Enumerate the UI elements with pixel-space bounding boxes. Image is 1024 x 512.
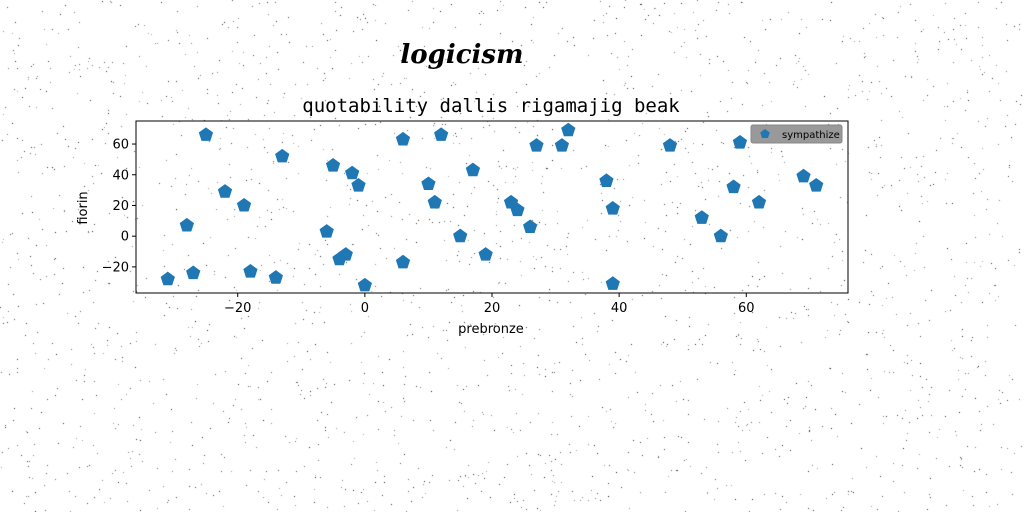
y-axis-label: fiorin [76,191,91,224]
data-point [325,158,341,172]
x-tick-label: 0 [361,301,369,316]
data-point [751,194,767,209]
data-point [599,173,614,187]
data-point [268,270,283,284]
data-point [243,264,258,278]
legend-box [750,124,843,144]
data-point [732,135,748,149]
data-point [605,201,620,215]
x-axis-label: prebronze [458,322,524,337]
x-tick-label: 40 [611,301,628,316]
data-point [421,176,436,191]
data-point [453,228,468,243]
data-point [217,184,233,198]
legend-marker [760,129,770,139]
data-point [662,138,678,152]
y-tick-label: −20 [102,260,129,275]
chart-suptitle: logicism [400,40,523,70]
x-tick-label: −20 [224,301,251,316]
y-tick-label: 40 [112,168,129,183]
data-point [529,138,544,152]
data-point [434,127,449,141]
data-point [357,277,372,292]
x-tick-label: 60 [738,301,755,316]
data-point [510,202,525,217]
data-point [351,178,366,192]
y-tick-label: 20 [112,199,129,214]
data-point [465,162,481,177]
plot-area: −20 0 20 40 60 −20 0 20 40 60 [102,120,849,316]
data-point [713,228,728,243]
data-point [694,210,709,224]
data-point [186,265,201,280]
x-tick-label: 20 [484,301,501,316]
data-point [561,122,576,137]
data-point [796,168,811,183]
data-point [605,276,620,290]
legend: sympathize [750,124,843,144]
data-point [395,131,411,146]
y-tick-label: 60 [112,138,129,153]
y-tick-label: 0 [121,230,129,245]
data-point [395,254,411,269]
legend-label: sympathize [782,130,840,141]
data-point [726,179,741,194]
data-point [236,197,252,212]
data-point [554,138,570,152]
data-point [198,127,214,141]
data-point [179,217,194,232]
data-point [160,271,175,286]
data-point [319,224,334,238]
data-point [427,194,442,209]
data-point [523,219,538,234]
data-point [478,247,493,261]
data-point [338,247,353,261]
data-point [345,165,360,180]
chart-title: quotability dallis rigamajig beak [302,95,680,117]
data-point [275,148,290,163]
data-point [809,178,824,192]
